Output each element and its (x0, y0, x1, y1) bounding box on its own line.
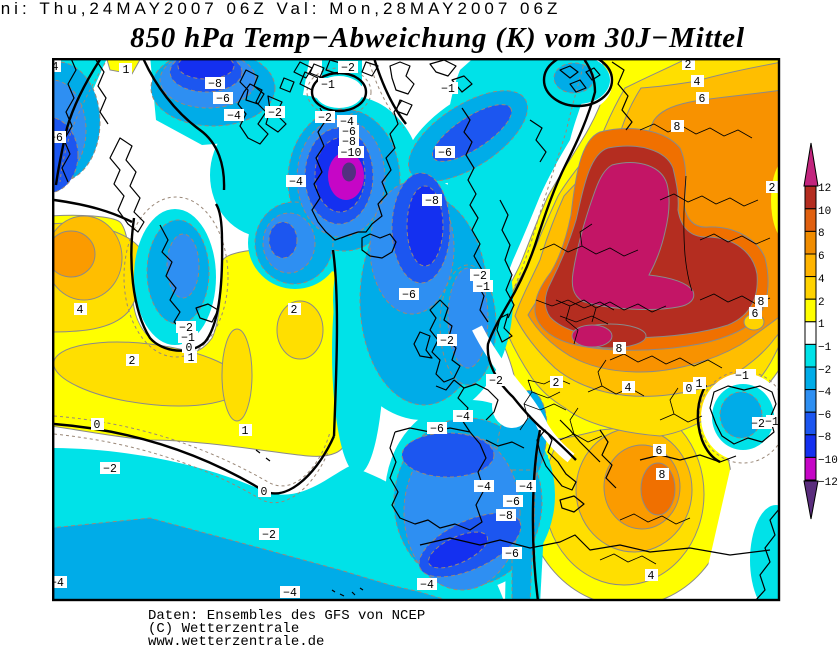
svg-text:−1: −1 (735, 370, 749, 383)
svg-text:8: 8 (758, 296, 765, 309)
svg-text:2: 2 (769, 182, 776, 195)
svg-text:4: 4 (625, 382, 632, 395)
svg-text:12: 12 (818, 183, 831, 195)
svg-text:10: 10 (818, 206, 831, 218)
svg-text:2: 2 (291, 304, 298, 317)
svg-text:8: 8 (674, 121, 681, 134)
svg-text:0: 0 (261, 486, 268, 499)
svg-text:0: 0 (94, 419, 101, 432)
svg-text:−1: −1 (818, 342, 832, 354)
svg-text:−6: −6 (216, 93, 230, 106)
svg-text:2: 2 (553, 377, 560, 390)
svg-text:4: 4 (694, 76, 701, 89)
svg-text:1: 1 (188, 352, 195, 365)
svg-text:−2: −2 (751, 418, 765, 431)
svg-text:2: 2 (685, 59, 692, 72)
svg-text:6: 6 (752, 308, 759, 321)
svg-text:−2: −2 (341, 62, 355, 75)
svg-text:−1: −1 (441, 83, 455, 96)
svg-text:−1: −1 (181, 332, 195, 345)
svg-text:−4: −4 (477, 481, 491, 494)
svg-text:−6: −6 (430, 423, 444, 436)
svg-text:−8: −8 (499, 510, 513, 523)
svg-text:−6: −6 (438, 147, 452, 160)
svg-text:8: 8 (659, 469, 666, 482)
svg-text:−12: −12 (818, 477, 838, 489)
svg-text:−4: −4 (818, 387, 832, 399)
svg-text:−4: −4 (519, 481, 533, 494)
svg-text:−10: −10 (341, 147, 362, 160)
svg-text:−1: −1 (765, 416, 779, 429)
svg-text:−6: −6 (818, 410, 831, 422)
svg-text:−4: −4 (50, 577, 64, 590)
svg-text:4: 4 (77, 304, 84, 317)
svg-text:−2: −2 (262, 529, 276, 542)
svg-text:2: 2 (129, 355, 136, 368)
svg-text:−4: −4 (456, 411, 470, 424)
svg-text:1: 1 (818, 319, 825, 331)
svg-text:−8: −8 (818, 432, 831, 444)
svg-text:−6: −6 (342, 126, 356, 139)
svg-text:−2: −2 (268, 107, 282, 120)
svg-text:−6: −6 (49, 132, 63, 145)
svg-text:−6: −6 (505, 548, 519, 561)
svg-text:0: 0 (186, 342, 193, 355)
svg-text:−8: −8 (425, 195, 439, 208)
svg-text:−4: −4 (283, 587, 297, 600)
svg-text:−2: −2 (318, 112, 332, 125)
svg-text:−1: −1 (321, 79, 335, 92)
svg-text:−2: −2 (489, 375, 503, 388)
svg-text:1: 1 (242, 425, 249, 438)
svg-text:−4: −4 (420, 579, 434, 592)
svg-text:−2: −2 (179, 322, 193, 335)
svg-text:−8: −8 (342, 136, 356, 149)
svg-text:1: 1 (123, 64, 130, 77)
svg-text:−10: −10 (818, 455, 838, 467)
svg-text:1: 1 (696, 378, 703, 391)
svg-text:−2: −2 (818, 365, 831, 377)
svg-text:4: 4 (648, 570, 655, 583)
svg-text:6: 6 (699, 93, 706, 106)
svg-text:−4: −4 (340, 116, 354, 129)
svg-text:4: 4 (52, 61, 59, 74)
svg-text:−6: −6 (506, 496, 520, 509)
svg-text:6: 6 (656, 445, 663, 458)
svg-text:−2: −2 (440, 335, 454, 348)
svg-text:8: 8 (818, 228, 825, 240)
svg-text:−1: −1 (476, 281, 490, 294)
svg-text:2: 2 (818, 297, 825, 309)
svg-text:−6: −6 (402, 289, 416, 302)
svg-text:6: 6 (818, 251, 825, 263)
svg-text:−8: −8 (208, 78, 222, 91)
svg-text:−2: −2 (103, 463, 117, 476)
svg-text:8: 8 (616, 343, 623, 356)
svg-text:−4: −4 (227, 110, 241, 123)
svg-text:4: 4 (818, 274, 825, 286)
svg-text:0: 0 (686, 383, 693, 396)
svg-text:−4: −4 (289, 176, 303, 189)
svg-text:−2: −2 (473, 270, 487, 283)
